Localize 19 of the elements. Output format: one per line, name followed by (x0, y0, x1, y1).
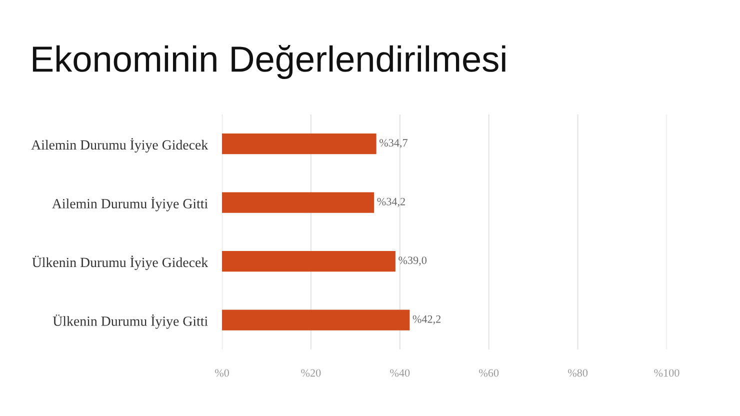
bar (222, 133, 376, 154)
x-tick-label: %60 (479, 369, 499, 377)
bar (222, 192, 374, 213)
data-label: %39,0 (398, 256, 427, 266)
x-tick-label: %0 (214, 369, 229, 377)
y-tick-label: Ailemin Durumu İyiye Gidecek (31, 138, 208, 152)
bar (222, 251, 396, 272)
y-tick-label: Ülkenin Durumu İyiye Gitti (52, 314, 208, 329)
y-tick-label: Ülkenin Durumu İyiye Gidecek (32, 256, 208, 270)
x-tick-label: %20 (301, 369, 321, 377)
data-label: %34,7 (379, 139, 408, 148)
chart-title: Ekonominin Değerlendirilmesi (32, 44, 506, 80)
x-tick-label: %40 (390, 369, 410, 377)
data-label: %42,2 (412, 315, 441, 324)
x-tick-label: %80 (568, 369, 588, 377)
y-tick-label: Ailemin Durumu İyiye Gitti (52, 196, 208, 212)
data-label: %34,2 (377, 198, 405, 207)
x-tick-label: %100 (654, 369, 680, 377)
bar (222, 310, 410, 330)
